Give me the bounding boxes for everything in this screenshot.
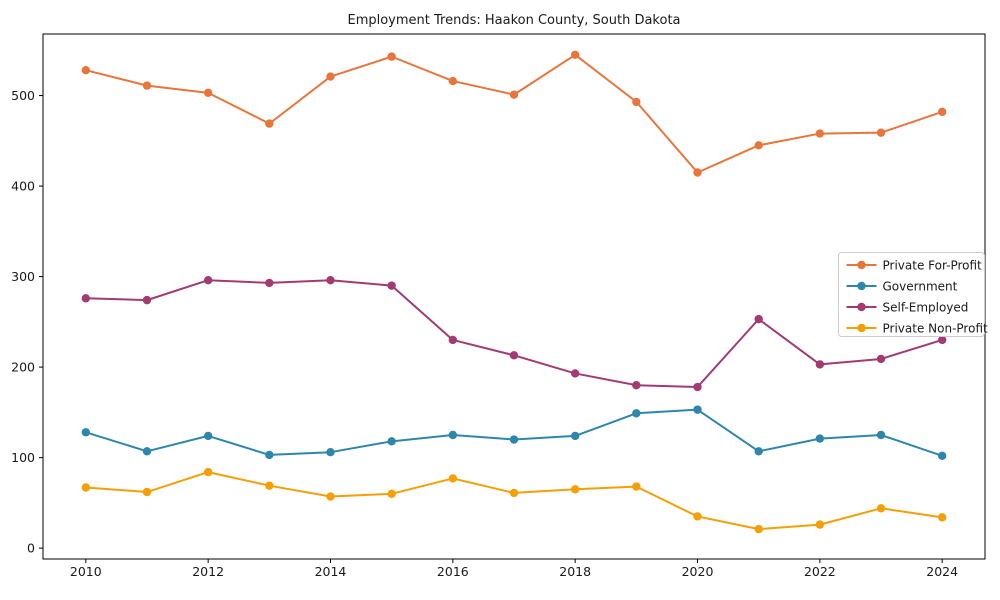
legend-marker <box>857 323 866 333</box>
series-self-employed-marker <box>754 314 763 324</box>
series-government-marker <box>632 409 641 418</box>
x-tick-label: 2014 <box>315 564 347 579</box>
series-private-for-profit-marker <box>326 72 335 81</box>
series-private-for-profit-marker <box>754 141 763 150</box>
series-private-for-profit-marker <box>203 88 213 98</box>
legend-marker <box>857 260 866 270</box>
series-private-for-profit-marker <box>876 128 886 137</box>
series-self-employed-marker <box>387 281 396 290</box>
series-government-marker <box>142 447 152 456</box>
x-tick-label: 2024 <box>926 564 958 579</box>
series-government-line <box>84 408 944 457</box>
legend-marker <box>857 302 866 312</box>
series-self-employed-line <box>84 279 944 389</box>
series-private-for-profit-marker <box>937 107 947 117</box>
series-private-non-profit-marker <box>265 481 274 490</box>
x-tick-label: 2020 <box>682 564 714 579</box>
legend-label: Private Non-Profit <box>883 322 989 336</box>
series-private-non-profit-marker <box>387 489 396 499</box>
series-government-marker <box>387 437 396 446</box>
series-self-employed-marker <box>203 276 213 285</box>
series-private-for-profit-marker <box>570 50 580 60</box>
y-tick-label: 500 <box>11 88 35 103</box>
series-government-marker <box>81 428 91 437</box>
series-self-employed-marker <box>81 294 91 303</box>
series-self-employed-marker <box>265 278 274 288</box>
series-private-for-profit-marker <box>632 97 641 107</box>
legend-marker <box>857 281 866 291</box>
series-self-employed-marker <box>693 382 702 392</box>
series-government-marker <box>326 447 335 457</box>
series-private-non-profit-line <box>84 471 944 531</box>
series-self-employed-marker <box>142 295 152 305</box>
series-government-marker <box>754 447 763 456</box>
series-private-for-profit-marker <box>509 90 519 99</box>
series-private-non-profit-marker <box>632 482 641 491</box>
series-private-non-profit-marker <box>142 487 152 497</box>
series-private-non-profit-marker <box>509 488 519 498</box>
x-tick-label: 2010 <box>70 564 102 579</box>
series-private-for-profit-marker <box>815 129 825 138</box>
series-government-marker <box>509 435 519 444</box>
series-private-non-profit-marker <box>754 524 763 534</box>
series-government-marker <box>203 431 213 441</box>
series-private-for-profit-marker <box>142 81 152 90</box>
series-private-for-profit-marker <box>387 52 396 61</box>
series-self-employed-marker <box>326 276 335 285</box>
series-government-marker <box>570 431 580 441</box>
legend-box <box>838 252 985 337</box>
series-private-for-profit-marker <box>448 76 458 86</box>
series-self-employed-marker <box>937 335 947 345</box>
x-tick-label: 2022 <box>804 564 836 579</box>
legend-label: Government <box>883 280 958 294</box>
x-tick-label: 2016 <box>437 564 469 579</box>
series-private-non-profit-marker <box>448 474 458 483</box>
series-private-for-profit-marker <box>693 168 702 177</box>
series-self-employed-marker <box>876 354 886 364</box>
y-tick-label: 400 <box>11 179 35 194</box>
series-self-employed-marker <box>632 381 641 390</box>
y-tick-label: 300 <box>11 269 35 284</box>
series-self-employed-marker <box>509 351 519 360</box>
series-government-marker <box>815 434 825 443</box>
series-private-non-profit-marker <box>203 467 213 477</box>
series-private-non-profit-marker <box>937 513 947 522</box>
y-tick-label: 100 <box>11 450 35 465</box>
series-private-non-profit-marker <box>326 492 335 501</box>
series-government-marker <box>265 450 274 460</box>
series-government-marker <box>693 405 702 414</box>
chart-title: Employment Trends: Haakon County, South … <box>347 13 681 28</box>
series-government-marker <box>448 430 458 440</box>
series-self-employed-marker <box>448 335 458 345</box>
series-private-for-profit-marker <box>265 119 274 128</box>
series-private-non-profit-marker <box>81 483 91 492</box>
legend-label: Private For-Profit <box>883 259 983 273</box>
series-government-marker <box>937 451 947 461</box>
series-private-non-profit-marker <box>570 485 580 494</box>
series-private-non-profit-marker <box>876 504 886 513</box>
series-self-employed-marker <box>570 369 580 378</box>
y-tick-label: 200 <box>11 360 35 375</box>
series-private-non-profit-marker <box>693 512 702 521</box>
series-private-for-profit-marker <box>81 66 91 75</box>
series-private-non-profit-marker <box>815 520 825 529</box>
series-government-marker <box>876 430 886 440</box>
series-private-for-profit-line <box>84 53 944 174</box>
x-tick-label: 2018 <box>559 564 591 579</box>
x-tick-label: 2012 <box>192 564 224 579</box>
series-self-employed-marker <box>815 360 825 369</box>
y-tick-label: 0 <box>27 541 35 556</box>
legend-label: Self-Employed <box>883 301 969 315</box>
